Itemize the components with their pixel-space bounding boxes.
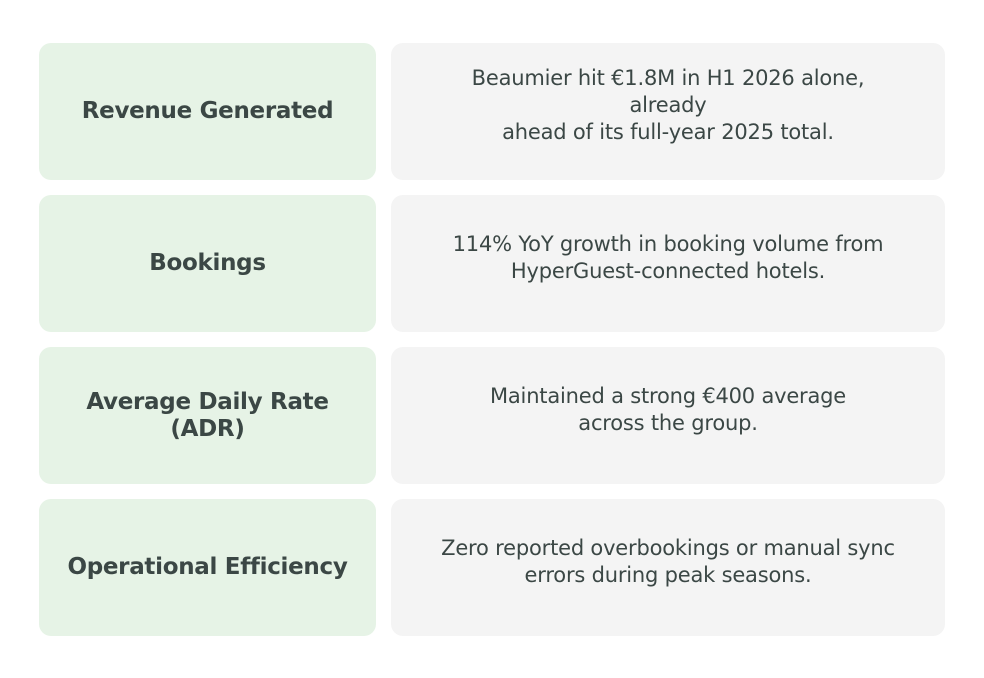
metric-row-revenue: Revenue Generated Beaumier hit €1.8M in … (39, 43, 945, 180)
metric-description-line: errors during peak seasons. (524, 562, 812, 587)
metric-row-bookings: Bookings 114% YoY growth in booking volu… (39, 195, 945, 332)
metric-description-line: Zero reported overbookings or manual syn… (441, 535, 895, 560)
metric-description-line: across the group. (578, 410, 758, 435)
metric-label: Revenue Generated (82, 98, 334, 125)
metric-description-card: 114% YoY growth in booking volume from H… (391, 195, 945, 332)
metric-row-efficiency: Operational Efficiency Zero reported ove… (39, 499, 945, 636)
metric-description-line: HyperGuest-connected hotels. (510, 258, 826, 283)
metric-label-card: Bookings (39, 195, 376, 332)
metric-description-card: Beaumier hit €1.8M in H1 2026 alone, alr… (391, 43, 945, 180)
metric-description-line: Beaumier hit €1.8M in H1 2026 alone, alr… (471, 66, 865, 117)
metric-row-adr: Average Daily Rate (ADR) Maintained a st… (39, 347, 945, 484)
metric-description-line: ahead of its full-year 2025 total. (502, 120, 834, 144)
metric-description-line: Maintained a strong €400 average (489, 383, 847, 408)
metric-label: Operational Efficiency (67, 554, 347, 581)
metric-label-line: Revenue Generated (81, 98, 334, 124)
metric-description-card: Maintained a strong €400 average across … (391, 347, 945, 484)
metric-description: Maintained a strong €400 average across … (490, 383, 846, 437)
metric-description: 114% YoY growth in booking volume from H… (453, 231, 884, 285)
metric-label-line: Bookings (149, 250, 266, 276)
metric-label-line: Operational Efficiency (67, 554, 348, 580)
metric-label-line: Average Daily Rate (86, 388, 329, 415)
metric-label-line: (ADR) (170, 415, 245, 442)
metric-label-card: Average Daily Rate (ADR) (39, 347, 376, 484)
metric-label-card: Operational Efficiency (39, 499, 376, 636)
metrics-table: Revenue Generated Beaumier hit €1.8M in … (39, 43, 945, 636)
metric-description: Beaumier hit €1.8M in H1 2026 alone, alr… (431, 65, 905, 146)
metric-label: Bookings (149, 250, 266, 277)
metric-description-line: 114% YoY growth in booking volume from (452, 231, 884, 256)
metric-description: Zero reported overbookings or manual syn… (441, 535, 895, 589)
metric-label-card: Revenue Generated (39, 43, 376, 180)
metric-label: Average Daily Rate (ADR) (86, 388, 329, 443)
metric-description-card: Zero reported overbookings or manual syn… (391, 499, 945, 636)
